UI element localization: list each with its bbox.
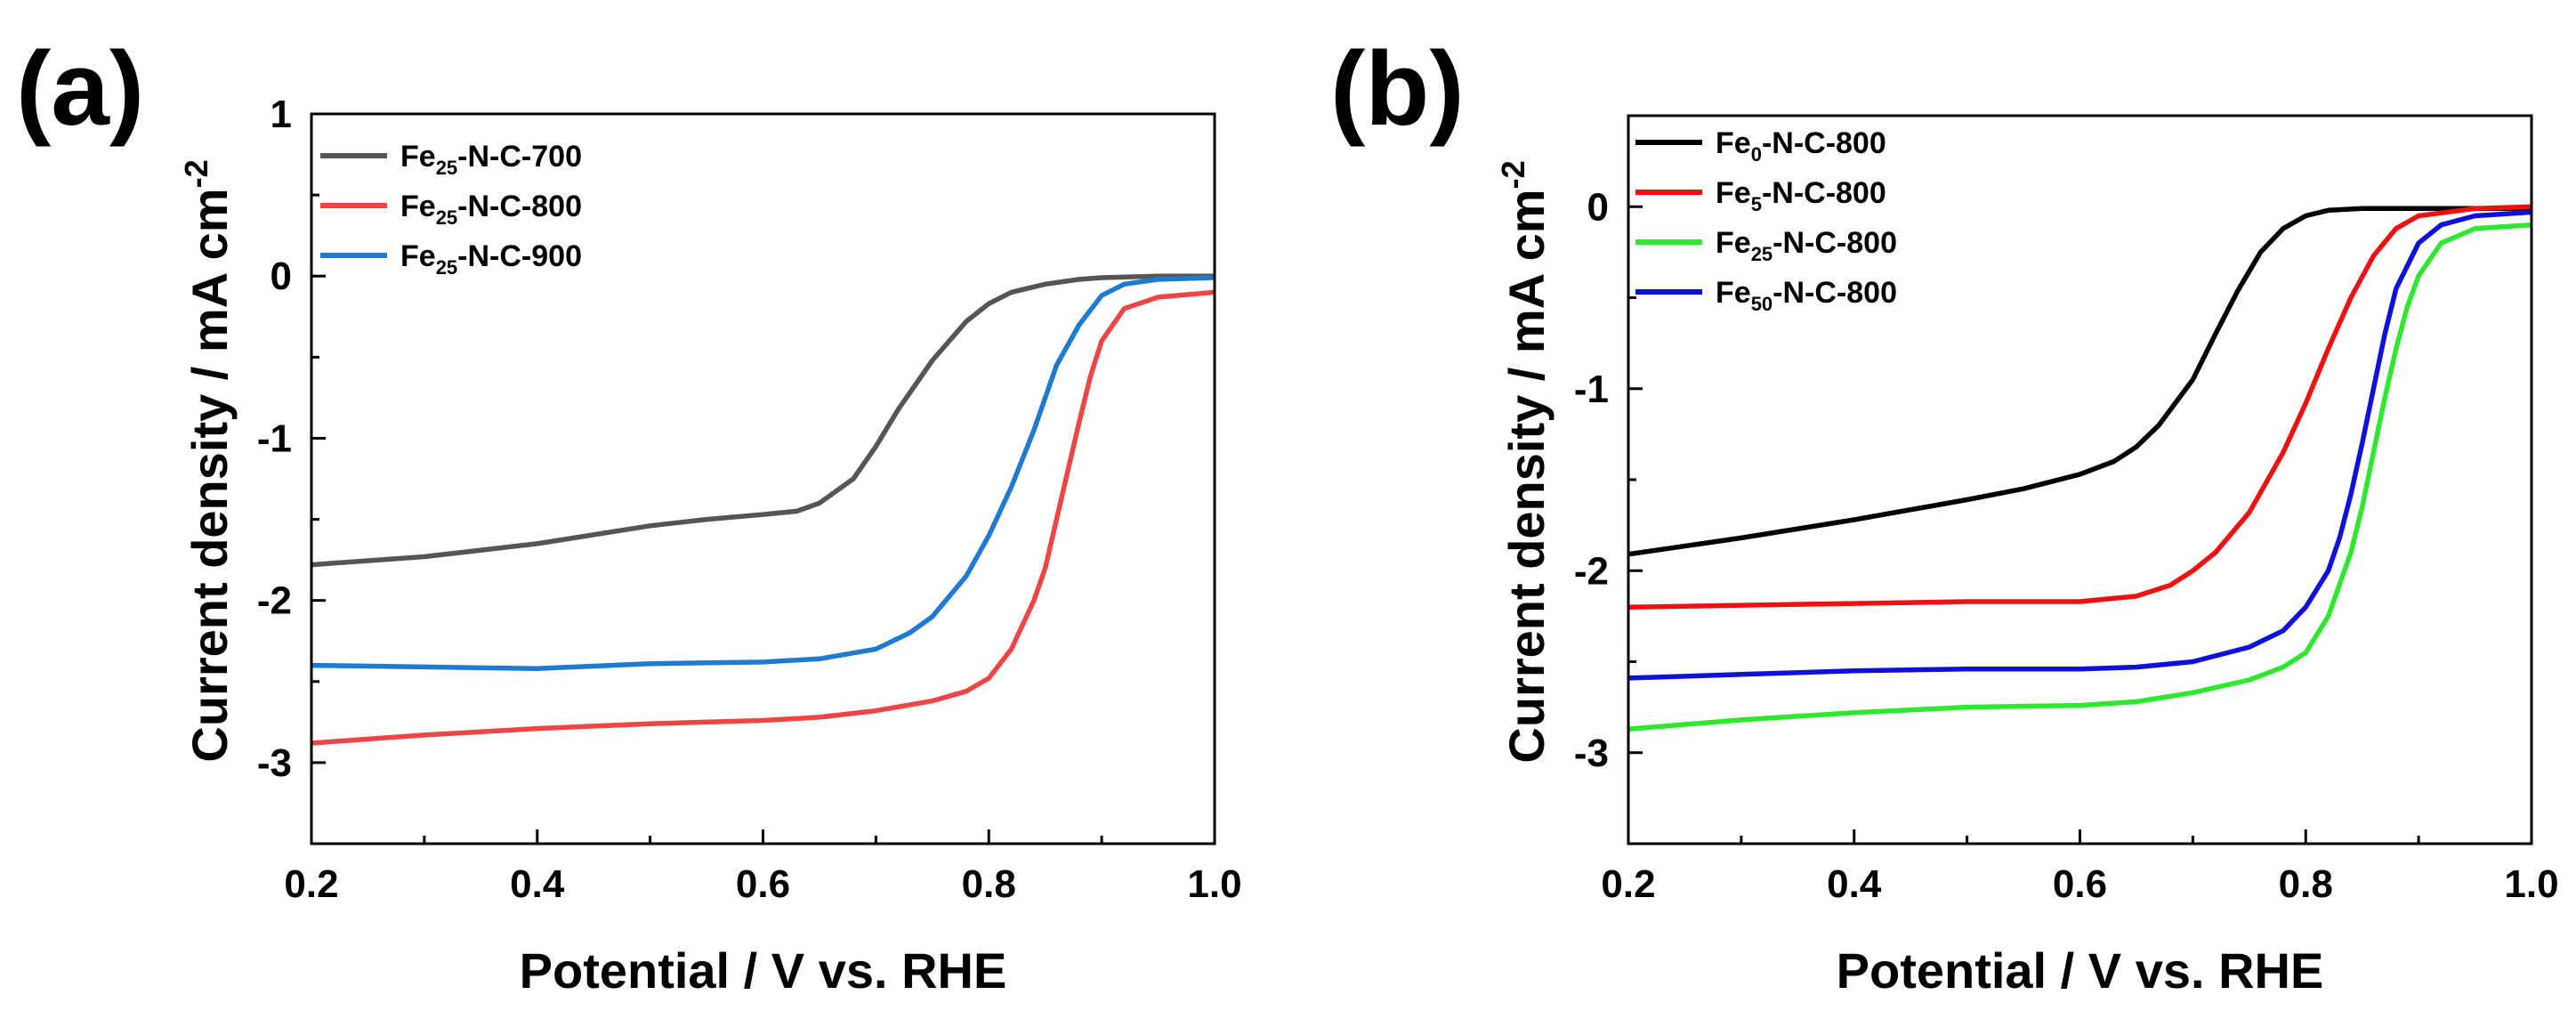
legend-label: Fe25-N-C-900 bbox=[400, 239, 582, 279]
series-line-Fe25-N-C-900 bbox=[311, 275, 1215, 671]
panel-a: (a) 0.2 0.4 0.6 0.8 1.0 1 0 -1 -2 -3 Potential / V … bbox=[16, 30, 1242, 999]
x-tick-label: 0.8 bbox=[2279, 862, 2333, 906]
x-axis-title: Potential / V vs. RHE bbox=[520, 942, 1007, 999]
panel-label: (b) bbox=[1330, 30, 1465, 148]
y-tick-label: -3 bbox=[1574, 732, 1609, 775]
legend-label: Fe50-N-C-800 bbox=[1716, 276, 1897, 315]
series-group bbox=[1628, 204, 2532, 732]
y-axis-title: Current density / mA cm-2 bbox=[178, 159, 238, 762]
legend-label: Fe0-N-C-800 bbox=[1716, 126, 1886, 166]
series-line-Fe50-N-C-800 bbox=[1628, 209, 2532, 681]
plot-frame bbox=[1627, 114, 2533, 845]
panel-b: (b) 0.2 0.4 0.6 0.8 1.0 0 -1 -2 -3 Potential / V v… bbox=[1330, 30, 2559, 999]
series-line-Fe0-N-C-800 bbox=[1628, 206, 2532, 557]
legend-item: Fe25-N-C-900 bbox=[320, 239, 582, 279]
legend-item: Fe25-N-C-700 bbox=[320, 140, 582, 179]
y-tick-label: -2 bbox=[1574, 549, 1609, 593]
y-tick-label: -3 bbox=[257, 741, 292, 785]
legend-item: Fe0-N-C-800 bbox=[1635, 126, 1886, 166]
panel-label: (a) bbox=[16, 30, 144, 148]
x-tick-label: 0.4 bbox=[510, 862, 565, 906]
y-axis-title: Current density / mA cm-2 bbox=[1495, 160, 1554, 763]
y-tick-label: -1 bbox=[1574, 368, 1609, 411]
x-tick-label: 0.6 bbox=[736, 862, 790, 906]
legend-label: Fe25-N-C-800 bbox=[1716, 226, 1897, 265]
x-tick-label: 0.2 bbox=[284, 862, 338, 906]
series-line-Fe25-N-C-700 bbox=[311, 273, 1215, 568]
legend-item: Fe50-N-C-800 bbox=[1635, 276, 1897, 315]
x-tick-label: 1.0 bbox=[2504, 862, 2558, 906]
legend-label: Fe25-N-C-700 bbox=[400, 140, 582, 179]
y-tick-label: 0 bbox=[271, 255, 292, 298]
legend-label: Fe25-N-C-800 bbox=[400, 190, 582, 229]
y-tick-label: -2 bbox=[257, 579, 292, 623]
x-tick-label: 0.6 bbox=[2053, 862, 2107, 906]
series-line-Fe25-N-C-800 bbox=[1628, 222, 2532, 732]
x-tick-label: 1.0 bbox=[1187, 862, 1241, 906]
series-line-Fe25-N-C-800 bbox=[311, 289, 1215, 746]
y-tick-label: 1 bbox=[271, 93, 292, 136]
legend-item: Fe25-N-C-800 bbox=[320, 190, 582, 229]
y-tick-label: -1 bbox=[257, 417, 292, 460]
series-group bbox=[311, 273, 1215, 746]
x-tick-label: 0.8 bbox=[962, 862, 1016, 906]
x-tick-label: 0.2 bbox=[1601, 862, 1655, 906]
series-line-Fe5-N-C-800 bbox=[1628, 204, 2532, 610]
y-tick-label: 0 bbox=[1587, 185, 1609, 229]
legend-item: Fe25-N-C-800 bbox=[1635, 226, 1897, 265]
x-tick-label: 0.4 bbox=[1827, 862, 1882, 906]
legend-label: Fe5-N-C-800 bbox=[1716, 176, 1886, 215]
x-axis-title: Potential / V vs. RHE bbox=[1837, 942, 2324, 999]
legend-item: Fe5-N-C-800 bbox=[1635, 176, 1886, 215]
